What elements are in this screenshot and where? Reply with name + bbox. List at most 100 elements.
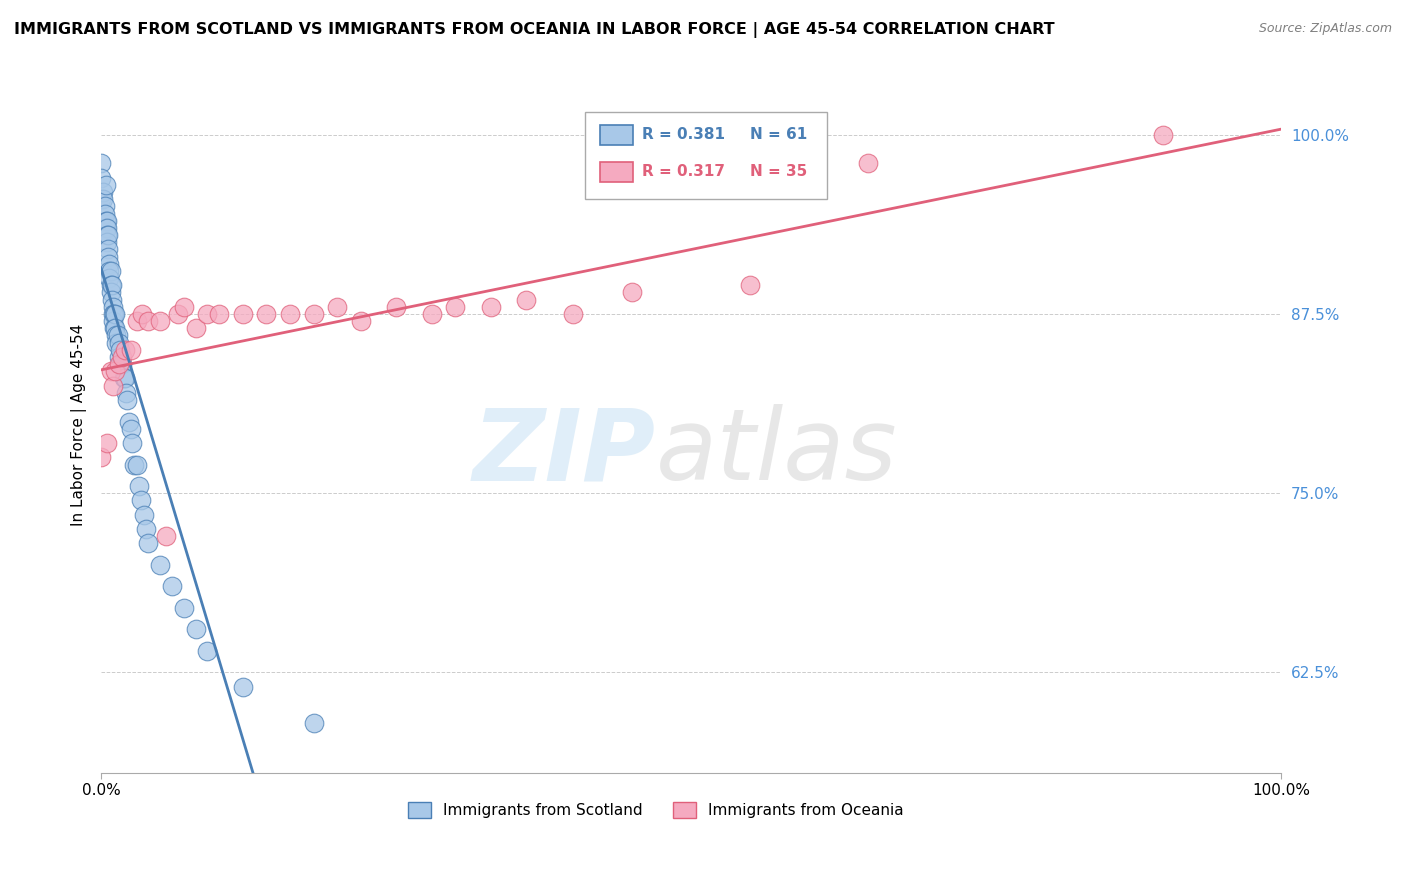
Point	[1152, 128, 1174, 142]
Point	[149, 558, 172, 572]
Point	[125, 458, 148, 472]
Point	[93, 185, 115, 199]
Point	[97, 228, 120, 243]
Point	[326, 300, 349, 314]
Text: N = 61: N = 61	[751, 127, 807, 142]
Point	[135, 522, 157, 536]
Point	[104, 307, 127, 321]
Point	[112, 371, 135, 385]
Point	[100, 278, 122, 293]
Point	[97, 243, 120, 257]
Point	[166, 307, 188, 321]
Point	[195, 307, 218, 321]
Text: Source: ZipAtlas.com: Source: ZipAtlas.com	[1258, 22, 1392, 36]
Point	[120, 343, 142, 357]
Point	[101, 307, 124, 321]
Point	[96, 235, 118, 250]
Point	[104, 364, 127, 378]
Point	[856, 156, 879, 170]
Point	[740, 278, 762, 293]
Point	[98, 271, 121, 285]
Point	[278, 307, 301, 321]
Point	[114, 371, 136, 385]
Point	[131, 307, 153, 321]
Point	[101, 314, 124, 328]
Point	[302, 715, 325, 730]
Point	[101, 300, 124, 314]
Text: R = 0.381: R = 0.381	[641, 127, 724, 142]
Point	[103, 321, 125, 335]
Point	[184, 321, 207, 335]
Point	[98, 257, 121, 271]
Point	[115, 385, 138, 400]
FancyBboxPatch shape	[600, 162, 633, 182]
Point	[125, 314, 148, 328]
Point	[122, 458, 145, 472]
Point	[149, 314, 172, 328]
Point	[479, 300, 502, 314]
Point	[105, 335, 128, 350]
Point	[621, 285, 644, 300]
Point	[173, 600, 195, 615]
Point	[114, 343, 136, 357]
Point	[97, 250, 120, 264]
Point	[100, 364, 122, 378]
Point	[94, 214, 117, 228]
Point	[120, 422, 142, 436]
Point	[136, 314, 159, 328]
Point	[96, 221, 118, 235]
Point	[420, 307, 443, 321]
Point	[96, 228, 118, 243]
Point	[115, 392, 138, 407]
Point	[254, 307, 277, 321]
FancyBboxPatch shape	[585, 112, 827, 199]
Point	[96, 436, 118, 450]
Point	[111, 350, 134, 364]
Point	[94, 221, 117, 235]
Point	[385, 300, 408, 314]
Point	[128, 479, 150, 493]
Point	[101, 378, 124, 392]
Point	[100, 293, 122, 307]
Point	[90, 170, 112, 185]
Point	[350, 314, 373, 328]
Point	[90, 192, 112, 206]
Point	[118, 415, 141, 429]
Point	[94, 178, 117, 192]
Point	[121, 436, 143, 450]
Point	[103, 307, 125, 321]
Point	[232, 680, 254, 694]
Point	[100, 264, 122, 278]
Point	[108, 343, 131, 357]
Point	[108, 335, 131, 350]
Point	[105, 328, 128, 343]
Point	[93, 199, 115, 213]
Point	[132, 508, 155, 522]
Point	[208, 307, 231, 321]
Point	[107, 328, 129, 343]
Point	[98, 264, 121, 278]
Legend: Immigrants from Scotland, Immigrants from Oceania: Immigrants from Scotland, Immigrants fro…	[402, 796, 910, 824]
Y-axis label: In Labor Force | Age 45-54: In Labor Force | Age 45-54	[72, 324, 87, 526]
Text: ZIP: ZIP	[472, 404, 655, 501]
Point	[195, 644, 218, 658]
Point	[184, 623, 207, 637]
Text: atlas: atlas	[655, 404, 897, 501]
Point	[232, 307, 254, 321]
Point	[136, 536, 159, 550]
Point	[96, 214, 118, 228]
Point	[160, 579, 183, 593]
Point	[100, 285, 122, 300]
Point	[104, 321, 127, 335]
Text: R = 0.317: R = 0.317	[641, 164, 724, 178]
Point	[93, 192, 115, 206]
Point	[108, 357, 131, 371]
Point	[108, 350, 131, 364]
Point	[90, 156, 112, 170]
Text: IMMIGRANTS FROM SCOTLAND VS IMMIGRANTS FROM OCEANIA IN LABOR FORCE | AGE 45-54 C: IMMIGRANTS FROM SCOTLAND VS IMMIGRANTS F…	[14, 22, 1054, 38]
Text: N = 35: N = 35	[751, 164, 807, 178]
FancyBboxPatch shape	[600, 126, 633, 145]
Point	[100, 278, 122, 293]
Point	[302, 307, 325, 321]
Point	[90, 450, 112, 465]
